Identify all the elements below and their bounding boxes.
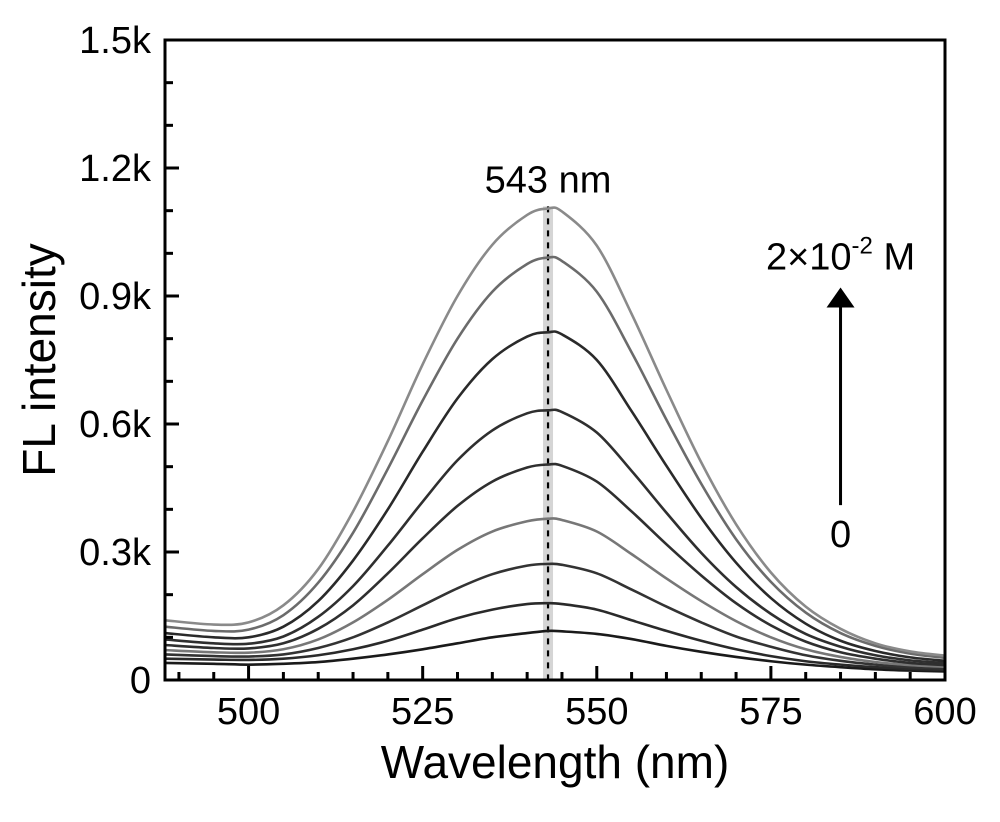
x-tick-label: 550 [565, 691, 628, 733]
conc-top-label: 2×10-2 M [766, 232, 915, 278]
y-axis-label: FL intensity [13, 243, 65, 477]
peak-band [543, 206, 553, 680]
y-tick-label: 0.3k [79, 532, 152, 574]
y-tick-label: 1.2k [79, 148, 152, 190]
chart-container: 543 nm 500 525 550 575 600 0 0.3k 0.6k 0.9k 1.2k 1.… [0, 0, 1000, 822]
y-tick-label: 1.5k [79, 20, 152, 62]
conc-bottom-label: 0 [830, 514, 851, 556]
peak-label: 543 nm [485, 159, 612, 201]
x-tick-label: 575 [739, 691, 802, 733]
y-tick-label: 0.9k [79, 276, 152, 318]
chart-svg: 543 nm 500 525 550 575 600 0 0.3k 0.6k 0.9k 1.2k 1.… [0, 0, 1000, 822]
x-axis-label: Wavelength (nm) [381, 736, 730, 788]
y-tick-label: 0 [130, 660, 151, 702]
x-tick-label: 600 [913, 691, 976, 733]
x-tick-label: 500 [217, 691, 280, 733]
x-tick-label: 525 [391, 691, 454, 733]
y-tick-label: 0.6k [79, 404, 152, 446]
